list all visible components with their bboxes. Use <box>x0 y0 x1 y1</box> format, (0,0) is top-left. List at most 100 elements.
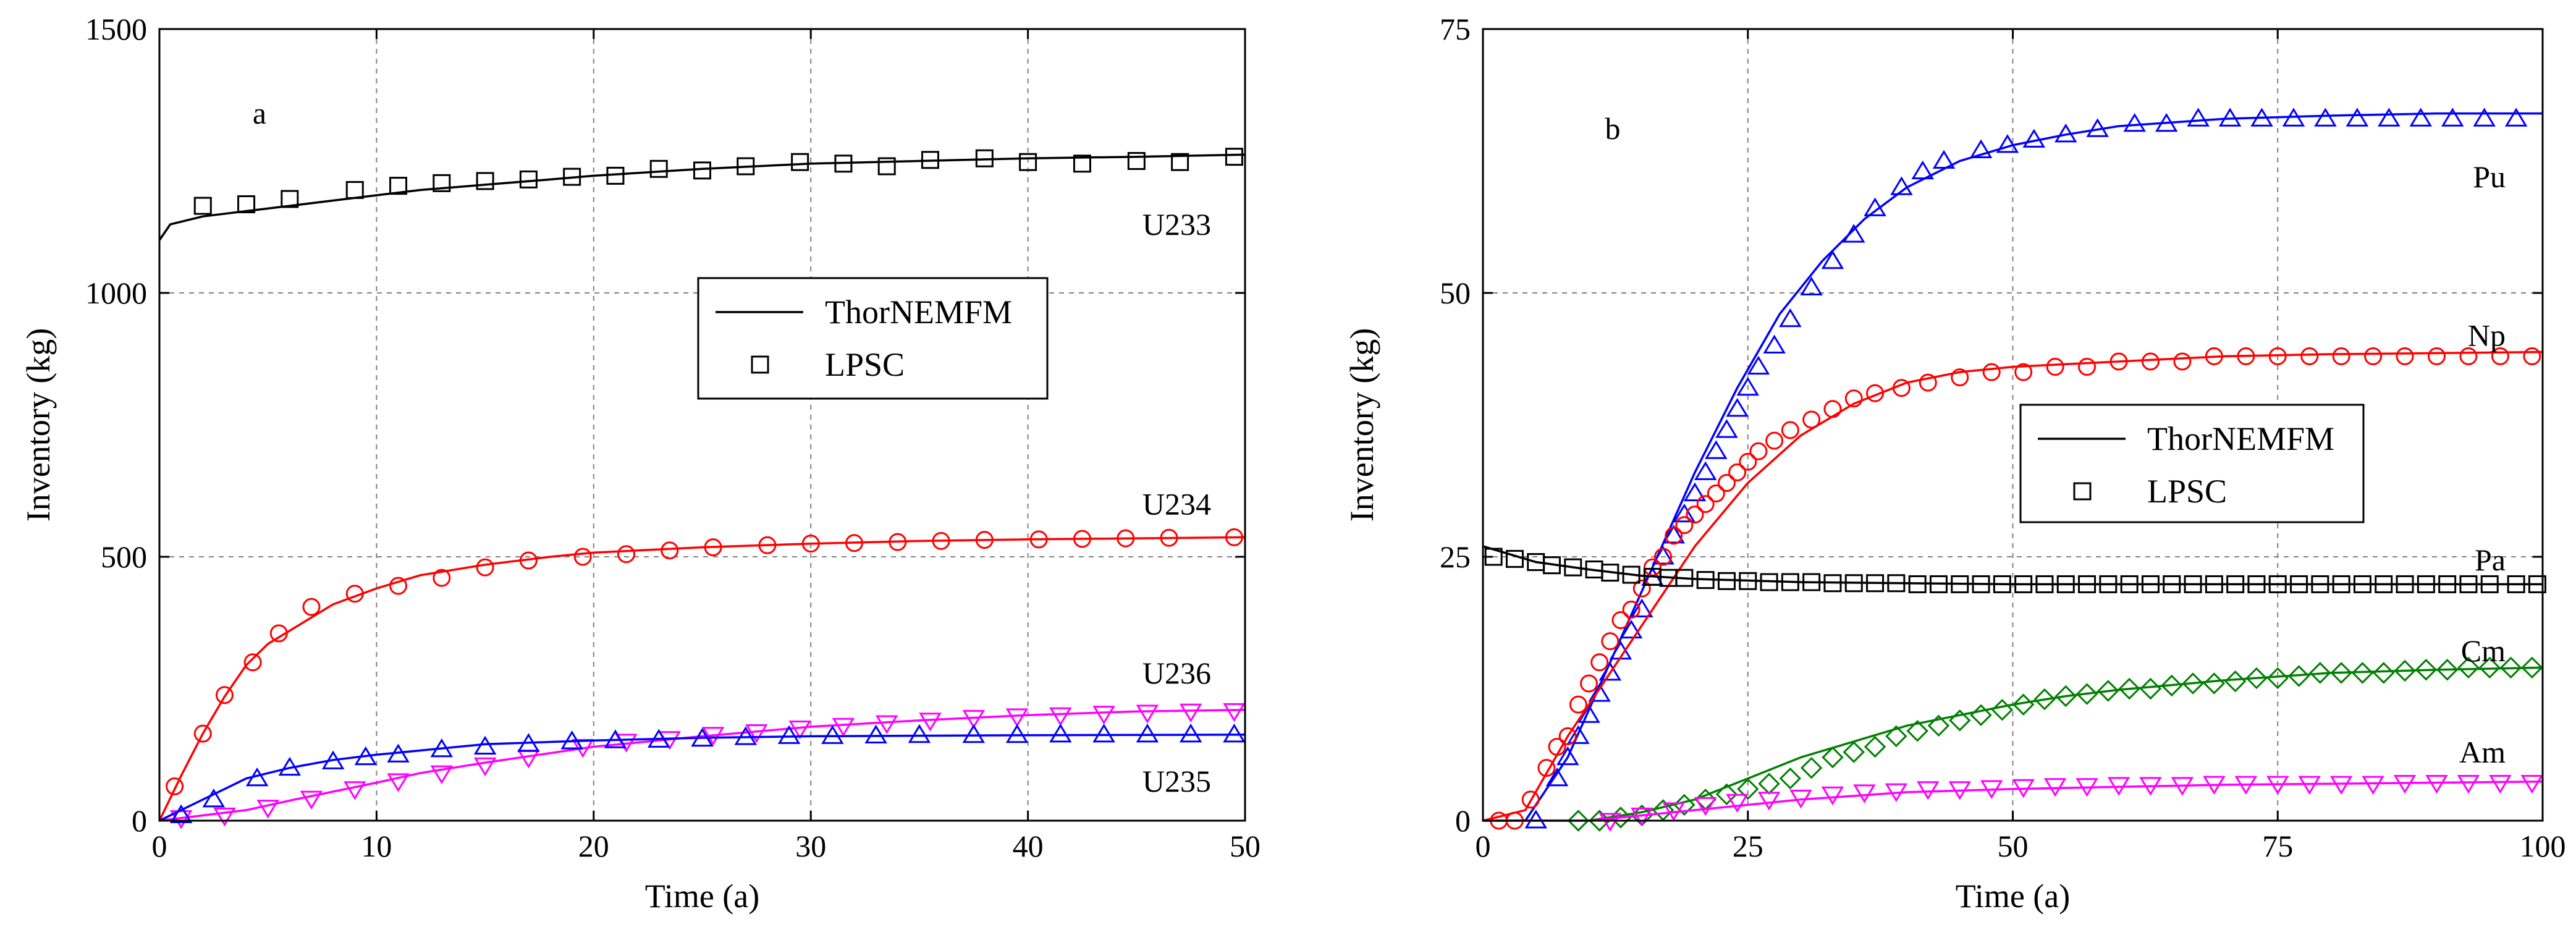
data-point-Pu <box>2282 108 2305 127</box>
legend: ThorNEMFM LPSC <box>697 277 1049 400</box>
plot-frame <box>158 28 1246 822</box>
data-point-U235 <box>604 729 627 748</box>
data-point-Pu <box>1736 376 1759 396</box>
y-tick-label: 25 <box>1440 539 1471 574</box>
data-point-Np <box>1844 389 1863 408</box>
data-point-Am <box>2489 774 2512 794</box>
data-point-U236 <box>1092 706 1115 725</box>
x-tick-label: 40 <box>1013 829 1044 863</box>
data-point-U234 <box>345 585 364 603</box>
data-point-Pa <box>2311 575 2329 593</box>
data-point-Pu <box>1567 725 1590 744</box>
data-point-U233 <box>1171 153 1189 171</box>
data-point-U235 <box>647 729 670 748</box>
data-point-U233 <box>1019 153 1037 171</box>
series-annotation-Am: Am <box>2459 735 2506 769</box>
data-point-Np <box>1654 548 1673 566</box>
data-point-Pu <box>2155 112 2178 132</box>
data-point-Np <box>2014 363 2033 381</box>
x-tick-label: 20 <box>578 829 609 863</box>
data-point-Pu <box>1821 250 1844 269</box>
data-point-U233 <box>921 151 939 169</box>
data-point-U233 <box>281 190 299 208</box>
data-point-Np <box>1802 410 1821 429</box>
series-annotation-Pa: Pa <box>2475 543 2506 577</box>
data-point-Np <box>2428 347 2446 365</box>
data-point-U235 <box>691 727 714 747</box>
data-point-U233 <box>693 161 711 180</box>
y-tick-label: 1000 <box>85 276 147 310</box>
data-point-Pa <box>1972 575 1990 593</box>
data-point-Np <box>2332 347 2350 365</box>
data-point-Cm <box>1800 756 1823 779</box>
data-point-Pu <box>1911 160 1934 180</box>
data-point-Pa <box>1802 573 1821 591</box>
data-point-U234 <box>269 624 288 643</box>
data-point-U236 <box>256 800 279 819</box>
data-point-U235 <box>962 724 985 743</box>
data-point-U236 <box>1179 703 1202 723</box>
data-point-U235 <box>821 725 844 744</box>
data-point-U234 <box>1225 528 1243 546</box>
data-point-Pu <box>2022 129 2046 148</box>
data-point-Pu <box>1996 134 2019 153</box>
data-point-U235 <box>1223 723 1246 743</box>
data-point-Cm <box>1822 746 1844 769</box>
data-point-U233 <box>345 180 364 199</box>
data-point-Pa <box>1887 574 1906 593</box>
data-point-U236 <box>387 773 410 792</box>
data-point-Am <box>2298 776 2321 795</box>
data-point-U234 <box>166 777 184 795</box>
data-point-U234 <box>661 541 679 560</box>
data-point-Np <box>2523 347 2541 365</box>
data-point-Np <box>1632 579 1651 598</box>
data-point-Cm <box>2499 656 2522 679</box>
y-axis-title: Inventory (kg) <box>1343 328 1380 522</box>
data-point-Am <box>2107 777 2130 796</box>
data-point-Np <box>2300 347 2319 365</box>
data-point-Np <box>1611 611 1630 629</box>
data-point-Am <box>1948 781 1971 800</box>
data-point-Pa <box>1781 573 1799 591</box>
chart-panel-b: 0 25 50 75 100 0 25 50 75 Time (a) Inventory (kg) b… <box>1343 12 2566 915</box>
data-point-Am <box>1789 789 1812 809</box>
legend-marker-swatch <box>2073 482 2092 501</box>
series-Np <box>1482 347 2543 830</box>
data-point-U236 <box>473 757 497 777</box>
data-point-U236 <box>430 765 454 785</box>
data-point-U233 <box>433 174 451 192</box>
data-point-U233 <box>389 177 408 195</box>
data-point-Pa <box>2417 575 2435 593</box>
data-point-Am <box>1726 793 1749 813</box>
data-point-Am <box>2012 779 2035 798</box>
data-point-Pa <box>2078 575 2097 593</box>
data-point-Cm <box>2033 688 2056 711</box>
data-point-U235 <box>321 750 345 769</box>
data-point-Cm <box>2478 656 2501 679</box>
series-annotation-U234: U234 <box>1142 487 1211 522</box>
data-point-Pa <box>1696 571 1715 590</box>
data-point-Pu <box>2504 108 2528 127</box>
data-point-Pa <box>2507 575 2525 593</box>
data-point-Cm <box>1567 810 1590 832</box>
y-tick-label: 0 <box>1455 803 1471 838</box>
series-line-Np <box>1482 350 2543 822</box>
data-point-U234 <box>433 569 451 587</box>
data-point-Cm <box>1758 772 1780 795</box>
data-point-U236 <box>919 713 942 732</box>
series-line-U235 <box>159 734 1246 822</box>
data-point-U235 <box>169 804 193 824</box>
y-tick-label: 50 <box>1440 276 1471 310</box>
panel-label: a <box>253 96 266 130</box>
data-point-U235 <box>864 724 887 744</box>
x-tick-label: 75 <box>2262 829 2293 863</box>
x-tick-label: 30 <box>795 829 826 863</box>
data-point-Pu <box>1620 619 1643 639</box>
legend-label: LPSC <box>825 346 905 383</box>
data-point-Am <box>2171 777 2194 796</box>
legend: ThorNEMFM LPSC <box>2019 404 2365 523</box>
data-point-U234 <box>302 598 321 616</box>
data-point-Am <box>1631 807 1653 827</box>
data-point-Np <box>1717 473 1736 492</box>
